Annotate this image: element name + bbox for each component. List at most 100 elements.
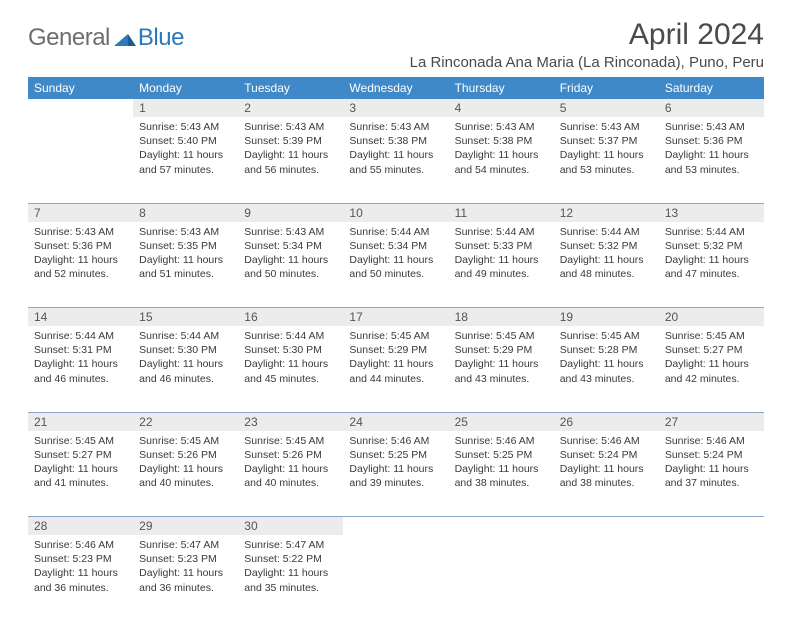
day-number-cell: 25 — [449, 412, 554, 431]
logo-triangle-icon — [114, 30, 136, 46]
day-number-cell: 8 — [133, 203, 238, 222]
daylight-line: Daylight: 11 hours and 47 minutes. — [665, 253, 758, 281]
day-number-cell: 12 — [554, 203, 659, 222]
daylight-line: Daylight: 11 hours and 36 minutes. — [34, 566, 127, 594]
day-cell: Sunrise: 5:43 AMSunset: 5:36 PMDaylight:… — [28, 222, 133, 308]
day-details: Sunrise: 5:44 AMSunset: 5:34 PMDaylight:… — [343, 222, 448, 288]
sunset-line: Sunset: 5:39 PM — [244, 134, 337, 148]
day-details: Sunrise: 5:47 AMSunset: 5:22 PMDaylight:… — [238, 535, 343, 601]
daylight-line: Daylight: 11 hours and 50 minutes. — [349, 253, 442, 281]
sunrise-line: Sunrise: 5:46 AM — [665, 434, 758, 448]
day-number-cell: 20 — [659, 308, 764, 327]
daylight-line: Daylight: 11 hours and 35 minutes. — [244, 566, 337, 594]
day-number-cell: 14 — [28, 308, 133, 327]
day-details: Sunrise: 5:45 AMSunset: 5:26 PMDaylight:… — [133, 431, 238, 497]
weekday-header: Sunday — [28, 77, 133, 99]
sunset-line: Sunset: 5:26 PM — [244, 448, 337, 462]
day-details: Sunrise: 5:45 AMSunset: 5:27 PMDaylight:… — [659, 326, 764, 392]
empty-cell — [28, 117, 133, 203]
day-content-row: Sunrise: 5:43 AMSunset: 5:40 PMDaylight:… — [28, 117, 764, 203]
day-cell: Sunrise: 5:43 AMSunset: 5:40 PMDaylight:… — [133, 117, 238, 203]
day-details: Sunrise: 5:46 AMSunset: 5:23 PMDaylight:… — [28, 535, 133, 601]
calendar-table: SundayMondayTuesdayWednesdayThursdayFrid… — [28, 77, 764, 621]
brand-logo: General Blue — [28, 18, 184, 52]
sunset-line: Sunset: 5:23 PM — [139, 552, 232, 566]
sunrise-line: Sunrise: 5:43 AM — [139, 225, 232, 239]
day-details: Sunrise: 5:43 AMSunset: 5:36 PMDaylight:… — [28, 222, 133, 288]
daylight-line: Daylight: 11 hours and 40 minutes. — [244, 462, 337, 490]
day-number-cell: 27 — [659, 412, 764, 431]
day-details: Sunrise: 5:45 AMSunset: 5:28 PMDaylight:… — [554, 326, 659, 392]
day-number-cell: 7 — [28, 203, 133, 222]
sunset-line: Sunset: 5:30 PM — [244, 343, 337, 357]
day-cell: Sunrise: 5:43 AMSunset: 5:35 PMDaylight:… — [133, 222, 238, 308]
sunrise-line: Sunrise: 5:43 AM — [34, 225, 127, 239]
day-number-row: 282930 — [28, 517, 764, 536]
sunset-line: Sunset: 5:31 PM — [34, 343, 127, 357]
daylight-line: Daylight: 11 hours and 46 minutes. — [34, 357, 127, 385]
daylight-line: Daylight: 11 hours and 40 minutes. — [139, 462, 232, 490]
day-details: Sunrise: 5:43 AMSunset: 5:40 PMDaylight:… — [133, 117, 238, 183]
empty-cell — [28, 99, 133, 117]
sunset-line: Sunset: 5:32 PM — [665, 239, 758, 253]
day-details: Sunrise: 5:44 AMSunset: 5:32 PMDaylight:… — [554, 222, 659, 288]
day-cell: Sunrise: 5:45 AMSunset: 5:26 PMDaylight:… — [133, 431, 238, 517]
sunrise-line: Sunrise: 5:45 AM — [244, 434, 337, 448]
day-content-row: Sunrise: 5:44 AMSunset: 5:31 PMDaylight:… — [28, 326, 764, 412]
sunset-line: Sunset: 5:37 PM — [560, 134, 653, 148]
sunset-line: Sunset: 5:29 PM — [455, 343, 548, 357]
day-number-row: 21222324252627 — [28, 412, 764, 431]
weekday-header: Tuesday — [238, 77, 343, 99]
empty-cell — [554, 535, 659, 621]
day-cell: Sunrise: 5:46 AMSunset: 5:24 PMDaylight:… — [554, 431, 659, 517]
day-cell: Sunrise: 5:47 AMSunset: 5:22 PMDaylight:… — [238, 535, 343, 621]
day-number-cell: 16 — [238, 308, 343, 327]
sunset-line: Sunset: 5:28 PM — [560, 343, 653, 357]
day-details: Sunrise: 5:46 AMSunset: 5:25 PMDaylight:… — [343, 431, 448, 497]
daylight-line: Daylight: 11 hours and 38 minutes. — [455, 462, 548, 490]
daylight-line: Daylight: 11 hours and 53 minutes. — [665, 148, 758, 176]
day-number-cell: 28 — [28, 517, 133, 536]
sunset-line: Sunset: 5:30 PM — [139, 343, 232, 357]
day-cell: Sunrise: 5:46 AMSunset: 5:25 PMDaylight:… — [449, 431, 554, 517]
sunset-line: Sunset: 5:36 PM — [665, 134, 758, 148]
day-details: Sunrise: 5:43 AMSunset: 5:38 PMDaylight:… — [343, 117, 448, 183]
daylight-line: Daylight: 11 hours and 49 minutes. — [455, 253, 548, 281]
daylight-line: Daylight: 11 hours and 36 minutes. — [139, 566, 232, 594]
logo-text-blue: Blue — [138, 24, 184, 52]
day-number-cell: 3 — [343, 99, 448, 117]
day-cell: Sunrise: 5:44 AMSunset: 5:31 PMDaylight:… — [28, 326, 133, 412]
empty-cell — [343, 535, 448, 621]
day-details: Sunrise: 5:46 AMSunset: 5:24 PMDaylight:… — [554, 431, 659, 497]
weekday-header: Saturday — [659, 77, 764, 99]
day-details: Sunrise: 5:43 AMSunset: 5:38 PMDaylight:… — [449, 117, 554, 183]
title-block: April 2024 La Rinconada Ana Maria (La Ri… — [410, 18, 764, 71]
day-number-cell: 13 — [659, 203, 764, 222]
day-details: Sunrise: 5:44 AMSunset: 5:32 PMDaylight:… — [659, 222, 764, 288]
sunset-line: Sunset: 5:22 PM — [244, 552, 337, 566]
sunrise-line: Sunrise: 5:43 AM — [244, 120, 337, 134]
daylight-line: Daylight: 11 hours and 45 minutes. — [244, 357, 337, 385]
day-number-cell: 11 — [449, 203, 554, 222]
daylight-line: Daylight: 11 hours and 53 minutes. — [560, 148, 653, 176]
sunrise-line: Sunrise: 5:47 AM — [139, 538, 232, 552]
sunrise-line: Sunrise: 5:47 AM — [244, 538, 337, 552]
day-number-cell: 15 — [133, 308, 238, 327]
day-cell: Sunrise: 5:45 AMSunset: 5:27 PMDaylight:… — [659, 326, 764, 412]
day-number-row: 14151617181920 — [28, 308, 764, 327]
day-details: Sunrise: 5:43 AMSunset: 5:35 PMDaylight:… — [133, 222, 238, 288]
daylight-line: Daylight: 11 hours and 37 minutes. — [665, 462, 758, 490]
sunset-line: Sunset: 5:34 PM — [244, 239, 337, 253]
day-cell: Sunrise: 5:46 AMSunset: 5:24 PMDaylight:… — [659, 431, 764, 517]
sunrise-line: Sunrise: 5:43 AM — [560, 120, 653, 134]
daylight-line: Daylight: 11 hours and 43 minutes. — [560, 357, 653, 385]
sunset-line: Sunset: 5:32 PM — [560, 239, 653, 253]
weekday-header: Wednesday — [343, 77, 448, 99]
day-details: Sunrise: 5:45 AMSunset: 5:27 PMDaylight:… — [28, 431, 133, 497]
sunset-line: Sunset: 5:38 PM — [349, 134, 442, 148]
day-number-cell: 1 — [133, 99, 238, 117]
daylight-line: Daylight: 11 hours and 48 minutes. — [560, 253, 653, 281]
sunrise-line: Sunrise: 5:43 AM — [244, 225, 337, 239]
sunset-line: Sunset: 5:24 PM — [665, 448, 758, 462]
day-number-cell: 22 — [133, 412, 238, 431]
